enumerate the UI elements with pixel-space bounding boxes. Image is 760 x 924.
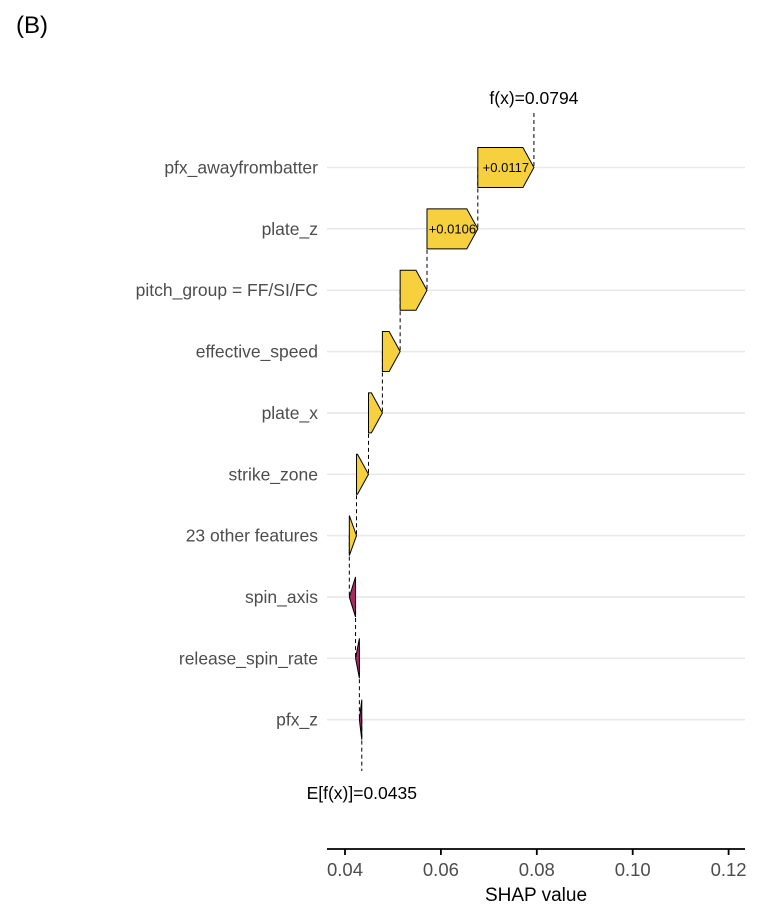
arrow-value-label: +0.0117 [483, 160, 529, 175]
x-tick-label: 0.10 [615, 859, 651, 880]
waterfall-arrow [426, 208, 479, 250]
x-axis-title: SHAP value [485, 885, 587, 906]
x-tick-label: 0.08 [519, 859, 555, 880]
arrow-value-label: +0.0106 [429, 221, 476, 236]
y-axis-label: pitch_group = FF/SI/FC [136, 280, 318, 301]
waterfall-arrow [477, 147, 535, 188]
x-tick-label: 0.12 [711, 859, 747, 880]
efx-annotation: E[f(x)]=0.0435 [307, 783, 417, 803]
x-tick-label: 0.06 [423, 859, 459, 880]
waterfall-arrow [399, 269, 428, 311]
waterfall-arrow [348, 515, 358, 556]
y-axis-label: pfx_z [276, 710, 318, 731]
waterfall-arrow [348, 576, 357, 618]
waterfall-arrow [355, 638, 360, 679]
y-axis-label: 23 other features [186, 526, 319, 546]
y-axis-label: pfx_awayfrombatter [164, 158, 318, 179]
y-axis-label: spin_axis [245, 587, 318, 608]
fx-annotation: f(x)=0.0794 [489, 88, 578, 108]
y-axis-label: plate_x [262, 403, 319, 424]
x-tick-label: 0.04 [327, 859, 363, 880]
y-axis-label: plate_z [262, 219, 318, 240]
waterfall-arrow [381, 331, 401, 373]
panel-label: (B) [16, 12, 48, 39]
waterfall-arrow [356, 453, 370, 495]
waterfall-arrow [358, 699, 363, 740]
waterfall-arrow [367, 392, 383, 434]
y-axis-label: release_spin_rate [179, 648, 318, 669]
y-axis-label: effective_speed [196, 342, 318, 363]
y-axis-label: strike_zone [229, 464, 319, 485]
